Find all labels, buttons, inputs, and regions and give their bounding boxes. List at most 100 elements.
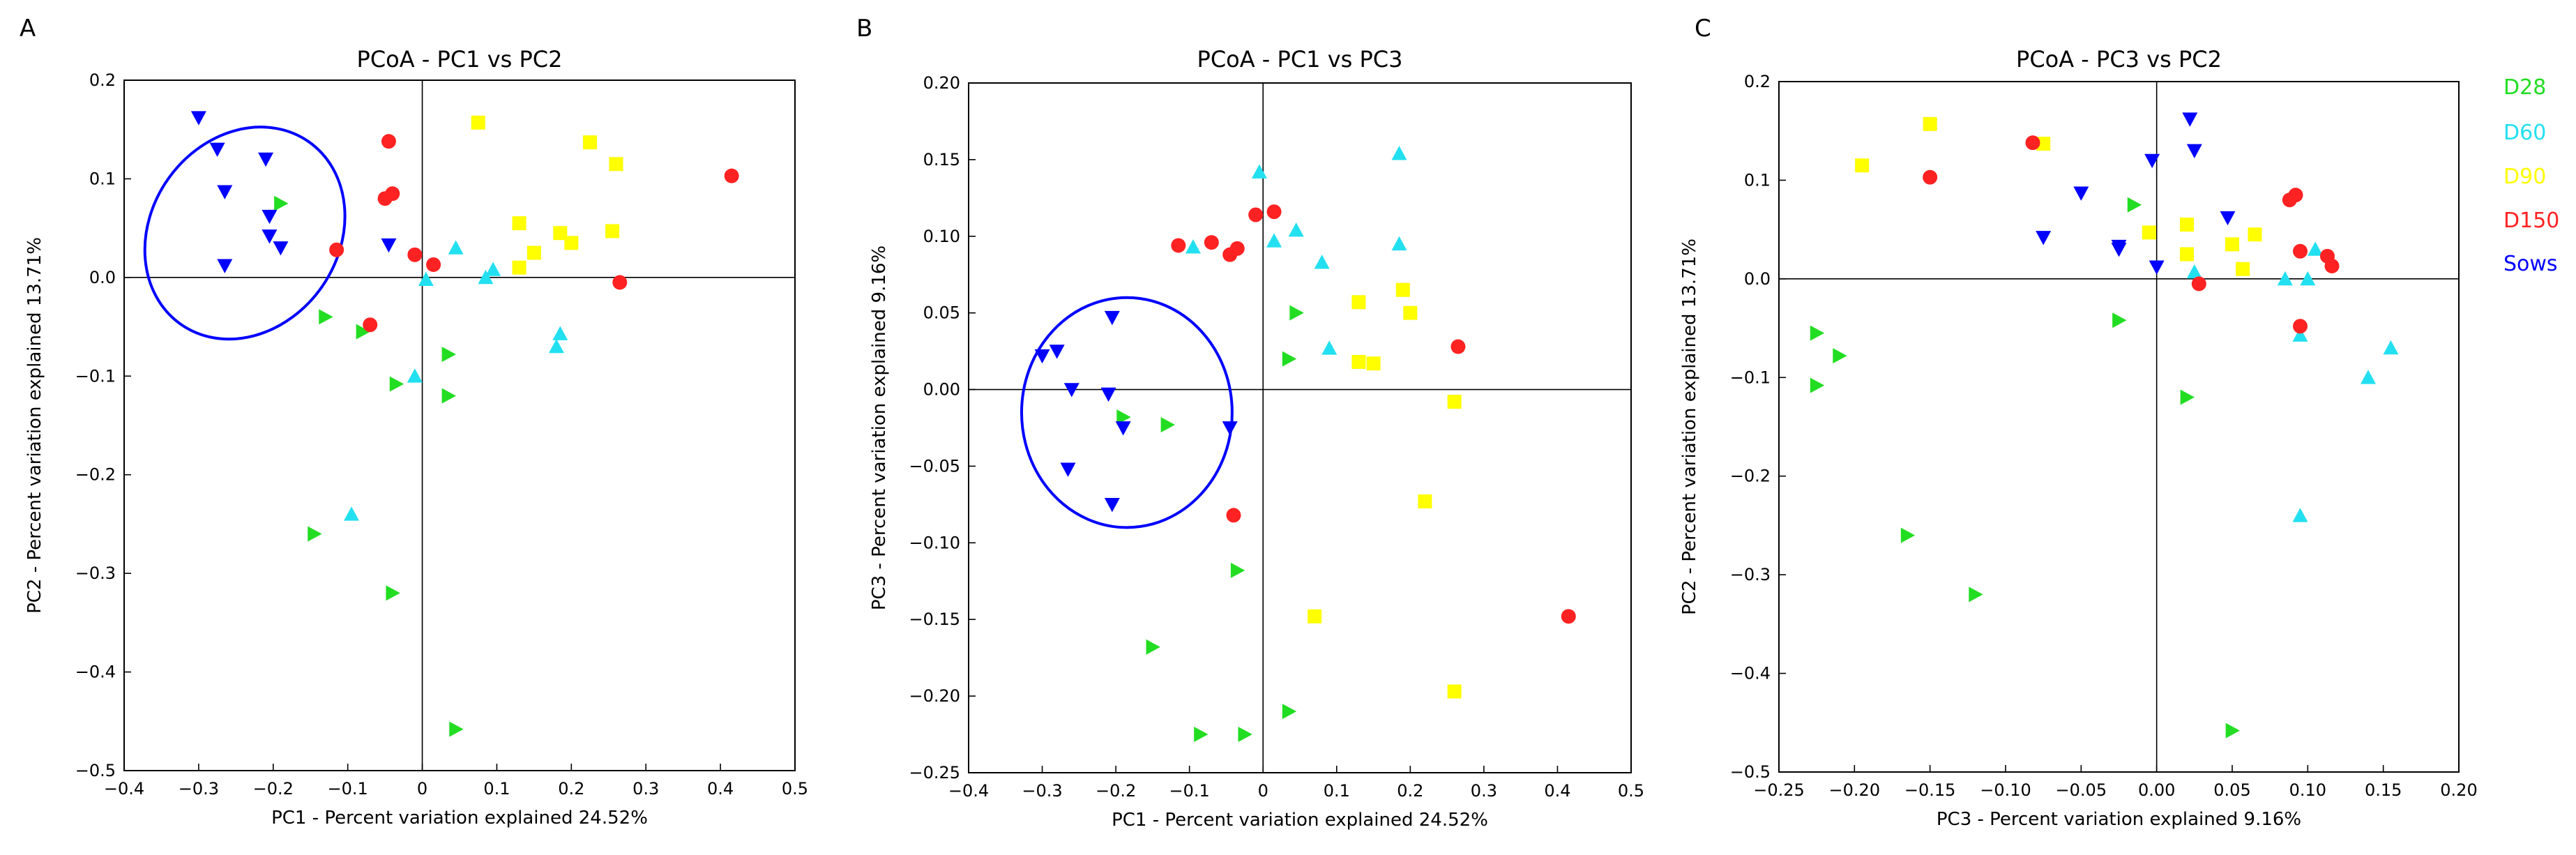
panel-c-point-sows (2182, 112, 2198, 127)
panel-b-point-sows (1115, 421, 1131, 436)
panel-c-point-d60 (2361, 370, 2376, 384)
panel-a-point-d60 (548, 338, 564, 354)
panel-b-point-sows (1100, 387, 1116, 402)
panel-b-y-tick-label: −0.15 (909, 610, 960, 629)
panel-c-x-tick-label: −0.20 (1829, 780, 1881, 800)
panel-a-point-sows (262, 229, 278, 244)
panel-a-point-d28 (441, 347, 456, 363)
panel-b-x-tick-label: 0.4 (1544, 781, 1570, 801)
panel-c-point-sows (2220, 211, 2236, 226)
panel-c-point-sows (2111, 243, 2127, 257)
panel-b-title: PCoA - PC1 vs PC3 (1197, 46, 1403, 73)
panel-a-x-tick-label: 0.3 (632, 779, 659, 799)
panel-c-point-d150 (2293, 243, 2308, 259)
panel-a-point-sows (209, 142, 225, 157)
panel-b-x-axis-label: PC1 - Percent variation explained 24.52% (1112, 810, 1488, 831)
panel-b-point-d28 (1238, 727, 1252, 743)
panel-b-x-tick-label: −0.2 (1096, 781, 1136, 801)
panel-a-point-d28 (449, 721, 464, 737)
panel-c-point-d150 (2191, 276, 2206, 292)
panel-c-point-d28 (1900, 527, 1916, 543)
panel-c-x-tick-label: 0.15 (2365, 780, 2402, 800)
panel-c-point-d150 (2025, 135, 2040, 151)
panel-a-point-d150 (377, 191, 393, 206)
panel-b-point-d60 (1391, 236, 1407, 251)
panel-a-point-d28 (356, 324, 371, 340)
panel-a-point-d90 (583, 135, 598, 150)
panel-a-point-d60 (478, 269, 494, 285)
panel-a-point-sows (262, 209, 278, 225)
panel-b-point-sows (1060, 462, 1076, 477)
panel-b-point-d28 (1160, 417, 1175, 433)
panel-b-x-tick-label: 0 (1258, 781, 1268, 801)
panel-c-y-axis-label: PC2 - Percent variation explained 13.71% (1679, 239, 1700, 615)
panel-a-point-d90 (526, 245, 541, 260)
panel-a-x-tick-label: 0.4 (707, 779, 734, 799)
panel-b-point-d150 (1266, 204, 1282, 220)
panel-c-y-tick-label: −0.1 (1730, 368, 1771, 387)
panel-b-point-d90 (1351, 354, 1366, 369)
panel-c-x-tick-label: 0.00 (2138, 780, 2175, 800)
panel-a-x-tick-label: −0.1 (328, 779, 368, 799)
panel-b-y-tick-label: −0.10 (909, 533, 960, 552)
panel-a-y-tick-label: −0.4 (75, 663, 116, 682)
panel-c-point-d90 (2180, 247, 2194, 262)
panel-b-point-d60 (1391, 146, 1407, 160)
panel-b-x-tick-label: 0.5 (1618, 781, 1644, 801)
panel-c-point-d60 (2186, 264, 2202, 279)
panel-a-x-tick-label: 0.1 (483, 779, 510, 799)
panel-a-x-tick-label: 0.5 (782, 779, 808, 799)
panel-c-point-d90 (2142, 225, 2156, 240)
panel-c-x-axis-label: PC3 - Percent variation explained 9.16% (1937, 809, 2301, 830)
panel-c-x-tick-label: −0.25 (1753, 780, 1805, 800)
panel-a-point-d150 (724, 168, 739, 183)
panel-c-x-tick-label: −0.05 (2056, 780, 2107, 800)
panel-a-point-d60 (485, 262, 501, 276)
panel-b-point-d150 (1226, 508, 1241, 523)
panel-a-point-d28 (308, 526, 322, 542)
panel-c-point-d90 (2248, 227, 2262, 242)
panel-a-y-tick-label: 0.0 (89, 268, 116, 287)
panel-b-point-d150 (1204, 235, 1219, 250)
panel-a-y-tick-label: −0.1 (75, 366, 116, 386)
panel-c-plot-frame (1778, 81, 2460, 773)
panel-c-y-tick-label: −0.2 (1730, 467, 1771, 486)
panel-c-point-d60 (2383, 340, 2399, 355)
panel-c-x-tick-label: 0.20 (2440, 780, 2477, 800)
panel-a-x-tick-label: −0.4 (104, 779, 144, 799)
panel-b-x-tick-label: −0.1 (1169, 781, 1210, 801)
panel-a-x-tick-label: −0.3 (179, 779, 219, 799)
legend: D28 D60 D90 D150 Sows (2503, 75, 2559, 276)
panel-b-point-d90 (1366, 356, 1381, 371)
panel-b-point-sows (1104, 310, 1120, 326)
panel-b-point-d28 (1230, 562, 1245, 578)
panel-c-y-tick-label: 0.1 (1744, 170, 1771, 190)
panel-a-point-d150 (426, 257, 441, 272)
panel-b-y-tick-label: −0.25 (909, 763, 960, 782)
panel-c-point-sows (2144, 153, 2160, 169)
panel-a-title: PCoA - PC1 vs PC2 (357, 46, 563, 73)
panel-c-y-tick-label: −0.5 (1730, 762, 1771, 782)
panel-b-point-d60 (1251, 164, 1267, 179)
panel-c-point-d28 (2180, 389, 2195, 405)
panel-a-point-d60 (407, 368, 423, 383)
panel-c-point-d28 (1969, 587, 1983, 603)
panel-c-point-d28 (1810, 377, 1825, 393)
panel-a-point-d150 (363, 317, 378, 333)
panel-a-x-tick-label: 0 (417, 779, 427, 799)
panel-a-point-d60 (418, 271, 434, 287)
panel-a-point-d28 (319, 309, 333, 325)
panel-a-point-d90 (471, 115, 485, 130)
panel-b-y-axis-label: PC3 - Percent variation explained 9.16% (869, 245, 890, 610)
panel-a-point-sows (258, 152, 274, 167)
panel-c-point-d90 (1923, 116, 1937, 131)
panel-a-point-d90 (609, 157, 623, 172)
panel-b-point-sows (1104, 498, 1120, 513)
panel-b-x-tick-label: −0.4 (948, 781, 989, 801)
panel-a-point-d90 (512, 216, 526, 231)
panel-c-point-d150 (2288, 188, 2303, 203)
panel-a-y-tick-label: 0.2 (89, 70, 116, 90)
panel-a-sows-cluster-ellipse (143, 126, 347, 341)
panel-a-point-d28 (274, 195, 289, 211)
panel-c-point-d90 (2036, 137, 2051, 151)
